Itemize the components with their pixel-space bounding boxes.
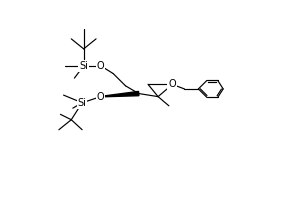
Text: Si: Si	[79, 61, 88, 71]
Text: O: O	[97, 61, 105, 71]
Polygon shape	[101, 91, 139, 97]
Text: Si: Si	[78, 98, 87, 108]
Text: O: O	[97, 92, 105, 102]
Text: O: O	[168, 79, 176, 89]
